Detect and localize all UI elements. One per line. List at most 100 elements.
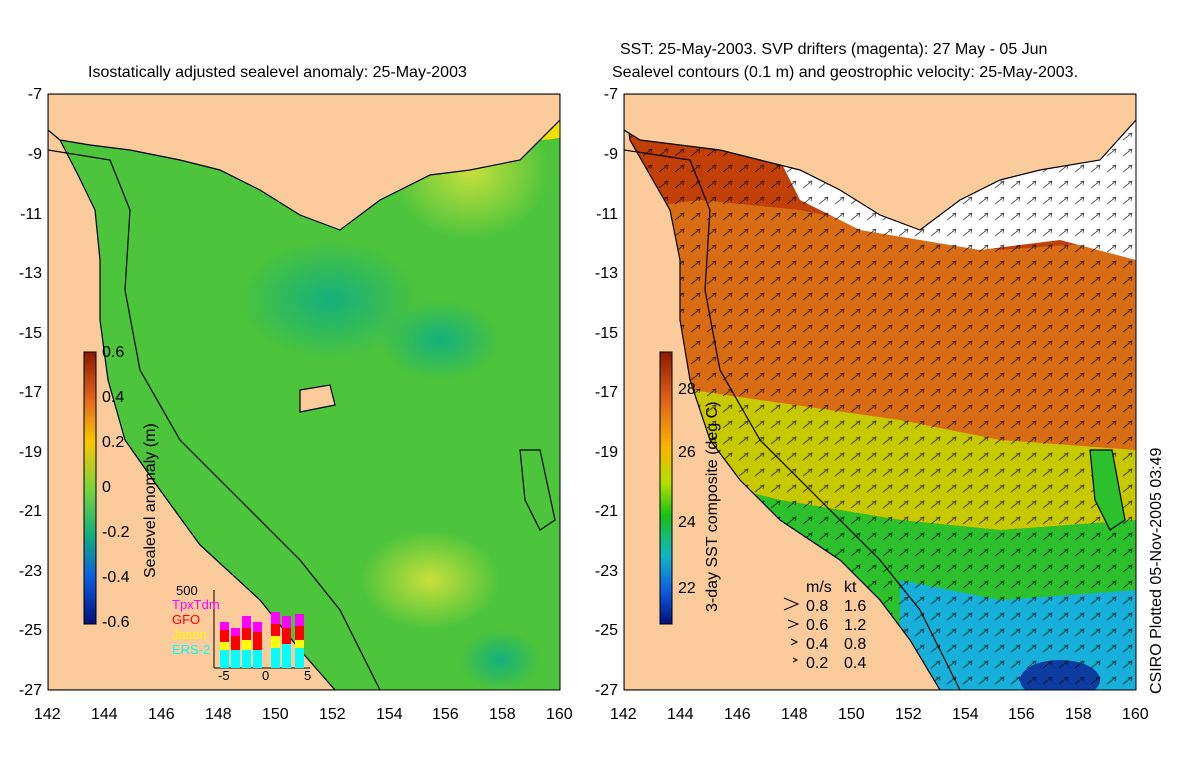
lon-tick-label: 160 xyxy=(546,706,573,723)
lat-tick-label: -27 xyxy=(18,682,42,699)
left-lat-axis: -7 -9 -11 -13 -15 -17 -19 -21 -23 -25 -2… xyxy=(0,0,48,780)
lon-tick-label: 152 xyxy=(895,706,922,723)
lat-tick-label: -21 xyxy=(18,503,42,520)
lat-tick-label: -25 xyxy=(594,622,618,639)
lat-tick-label: -15 xyxy=(594,325,618,342)
colorbar-tick-label: 0.6 xyxy=(102,344,125,361)
lat-tick-label: -23 xyxy=(594,563,618,580)
velocity-legend-row: 0.8 1.6 xyxy=(806,598,867,615)
colorbar-tick-label: 0.2 xyxy=(102,434,125,451)
left-map-frame xyxy=(47,93,561,691)
lon-tick-label: 160 xyxy=(1122,706,1149,723)
velocity-legend-arrows xyxy=(783,597,800,663)
lat-tick-label: -9 xyxy=(27,146,42,163)
lat-tick-label: -23 xyxy=(18,563,42,580)
lon-tick-label: 148 xyxy=(781,706,808,723)
velocity-legend: m/s kt 0.8 1.6 0.6 1.2 0.4 0.8 0.2 0.4 xyxy=(806,578,867,673)
left-lon-axis: 142 144 146 148 150 152 154 156 158 160 xyxy=(0,706,600,730)
colorbar-tick-label: 0 xyxy=(102,479,111,496)
lat-tick-label: -17 xyxy=(594,384,618,401)
lon-tick-label: 142 xyxy=(34,706,61,723)
ssh-low-anomaly-patch xyxy=(240,240,420,360)
colorbar-tick-label: 26 xyxy=(678,444,696,461)
colorbar-tick-label: 22 xyxy=(678,580,696,597)
lon-tick-label: 148 xyxy=(205,706,232,723)
mission-label-ers2: ERS-2 xyxy=(172,642,211,657)
right-map-frame xyxy=(623,93,1137,691)
lon-tick-label: 150 xyxy=(838,706,865,723)
lat-tick-label: -9 xyxy=(603,146,618,163)
inset-tick-label: -5 xyxy=(218,668,230,683)
island-outline xyxy=(299,384,336,413)
lat-tick-label: -7 xyxy=(27,86,42,103)
lon-tick-label: 154 xyxy=(952,706,979,723)
lat-tick-label: -13 xyxy=(594,265,618,282)
ssh-high-anomaly-patch xyxy=(360,530,500,630)
colorbar-tick-label: 24 xyxy=(678,514,696,531)
right-map-title-line1: SST: 25-May-2003. SVP drifters (magenta)… xyxy=(620,41,1048,58)
lat-tick-label: -7 xyxy=(603,86,618,103)
lat-tick-label: -21 xyxy=(594,503,618,520)
lon-tick-label: 158 xyxy=(489,706,516,723)
lon-tick-label: 146 xyxy=(148,706,175,723)
lat-tick-label: -19 xyxy=(18,444,42,461)
ssh-low-anomaly-patch xyxy=(380,300,500,380)
lon-tick-label: 158 xyxy=(1065,706,1092,723)
inset-mission-legend: TpxTdm GFO Jason ERS-2 xyxy=(172,597,220,657)
colorbar-tick-label: -0.2 xyxy=(102,524,130,541)
colorbar-tick-label: -0.4 xyxy=(102,569,130,586)
reef-contour xyxy=(48,149,381,690)
australia-land xyxy=(624,94,941,690)
mission-label-tpxtdm: TpxTdm xyxy=(172,597,220,612)
velocity-legend-row: 0.4 0.8 xyxy=(806,636,867,653)
lon-tick-label: 144 xyxy=(91,706,118,723)
plot-credit: CSIRO Plotted 05-Nov-2005 03:49 xyxy=(1148,447,1165,694)
colorbar-tick-label: -0.6 xyxy=(102,614,130,631)
lat-tick-label: -17 xyxy=(18,384,42,401)
lon-tick-label: 146 xyxy=(724,706,751,723)
mission-label-jason: Jason xyxy=(172,627,207,642)
lon-tick-label: 156 xyxy=(1008,706,1035,723)
lon-tick-label: 150 xyxy=(262,706,289,723)
lat-tick-label: -11 xyxy=(20,206,42,223)
lat-tick-label: -11 xyxy=(596,206,618,223)
lat-tick-label: -27 xyxy=(594,682,618,699)
reef-contour xyxy=(624,149,961,690)
velocity-legend-header-kt: kt xyxy=(844,579,857,596)
mission-label-gfo: GFO xyxy=(172,612,201,627)
sst-colorbar-label: 3-day SST composite (deg C) xyxy=(704,401,721,612)
ssh-colorbar-label: Sealevel anomaly (m) xyxy=(142,423,159,578)
inset-count-label: 500 xyxy=(176,583,198,598)
lon-tick-label: 142 xyxy=(610,706,637,723)
velocity-legend-row: 0.2 0.4 xyxy=(806,655,867,672)
colorbar-tick-label: 28 xyxy=(678,381,696,398)
sst-colorbar xyxy=(659,351,673,625)
new-guinea-land xyxy=(624,94,1136,231)
lat-tick-label: -19 xyxy=(594,444,618,461)
lat-tick-label: -25 xyxy=(18,622,42,639)
lon-tick-label: 156 xyxy=(432,706,459,723)
right-lat-axis: -7 -9 -11 -13 -15 -17 -19 -21 -23 -25 -2… xyxy=(576,0,624,780)
island-outline xyxy=(1089,449,1126,531)
lat-tick-label: -15 xyxy=(18,325,42,342)
lon-tick-label: 154 xyxy=(376,706,403,723)
australia-land xyxy=(48,94,336,690)
velocity-legend-header: m/s kt xyxy=(806,578,856,597)
lat-tick-label: -13 xyxy=(18,265,42,282)
lon-tick-label: 144 xyxy=(667,706,694,723)
colorbar-tick-label: 0.4 xyxy=(102,389,125,406)
velocity-legend-row: 0.6 1.2 xyxy=(806,617,867,634)
altimeter-inset xyxy=(213,590,310,669)
island-outline xyxy=(519,449,556,531)
inset-tick-label: 0 xyxy=(262,668,270,683)
right-lon-axis: 142 144 146 148 150 152 154 156 158 160 xyxy=(576,706,1176,730)
lon-tick-label: 152 xyxy=(319,706,346,723)
right-map-title-line2: Sealevel contours (0.1 m) and geostrophi… xyxy=(612,64,1079,81)
new-guinea-land xyxy=(48,94,560,231)
inset-tick-label: 5 xyxy=(304,668,312,683)
ssh-low-anomaly-patch xyxy=(460,630,540,690)
ssh-colorbar xyxy=(83,351,97,625)
velocity-legend-header-ms: m/s xyxy=(806,579,832,596)
left-map-title: Isostatically adjusted sealevel anomaly:… xyxy=(88,64,467,81)
